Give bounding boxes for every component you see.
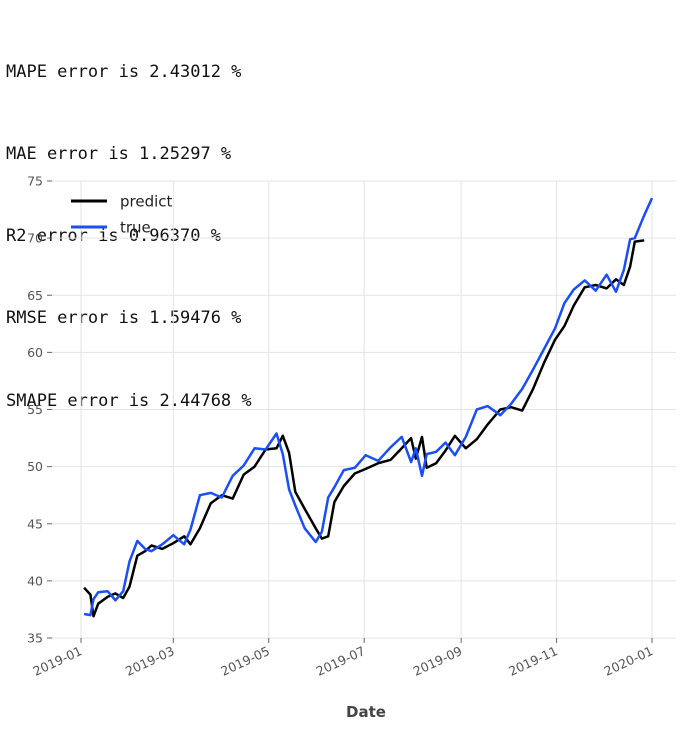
x-axis-label: Date — [346, 703, 386, 721]
x-tick-label: 2020-01 — [602, 643, 656, 679]
metrics-output: MAPE error is 2.43012 % MAE error is 1.2… — [6, 4, 252, 442]
x-tick-label: 2019-05 — [218, 643, 272, 679]
y-axis-ticks: 35 40 45 50 55 60 65 70 75 — [27, 174, 52, 646]
y-tick-label: 40 — [27, 573, 43, 588]
y-tick-label: 35 — [27, 631, 43, 646]
metric-mape: MAPE error is 2.43012 % — [6, 61, 242, 82]
legend-label-predict: predict — [120, 193, 173, 211]
y-tick-label: 70 — [27, 231, 43, 246]
metric-mae: MAE error is 1.25297 % — [6, 144, 232, 165]
y-tick-label: 50 — [27, 459, 43, 474]
y-tick-label: 55 — [27, 402, 43, 417]
y-tick-label: 60 — [27, 345, 43, 360]
x-axis-ticks: 2019-01 2019-03 2019-05 2019-07 2019-09 2019-… — [31, 638, 656, 679]
y-tick-label: 65 — [27, 288, 43, 303]
series-lines — [83, 197, 654, 618]
legend: predict true — [71, 193, 173, 237]
legend-label-true: true — [120, 219, 151, 237]
metric-smape: SMAPE error is 2.44768 % — [6, 390, 252, 411]
x-tick-label: 2019-01 — [31, 643, 85, 679]
y-tick-label: 75 — [27, 174, 43, 189]
grid — [52, 180, 676, 639]
x-tick-label: 2019-09 — [411, 643, 465, 679]
series-line-true — [83, 197, 654, 617]
x-tick-label: 2019-03 — [123, 643, 177, 679]
metric-r2: R2 error is 0.96370 % — [6, 226, 221, 247]
x-tick-label: 2019-07 — [314, 643, 368, 679]
series-line-predict — [83, 239, 645, 618]
x-tick-label: 2019-11 — [506, 643, 560, 679]
y-tick-label: 45 — [27, 516, 43, 531]
metric-rmse: RMSE error is 1.59476 % — [6, 308, 242, 329]
